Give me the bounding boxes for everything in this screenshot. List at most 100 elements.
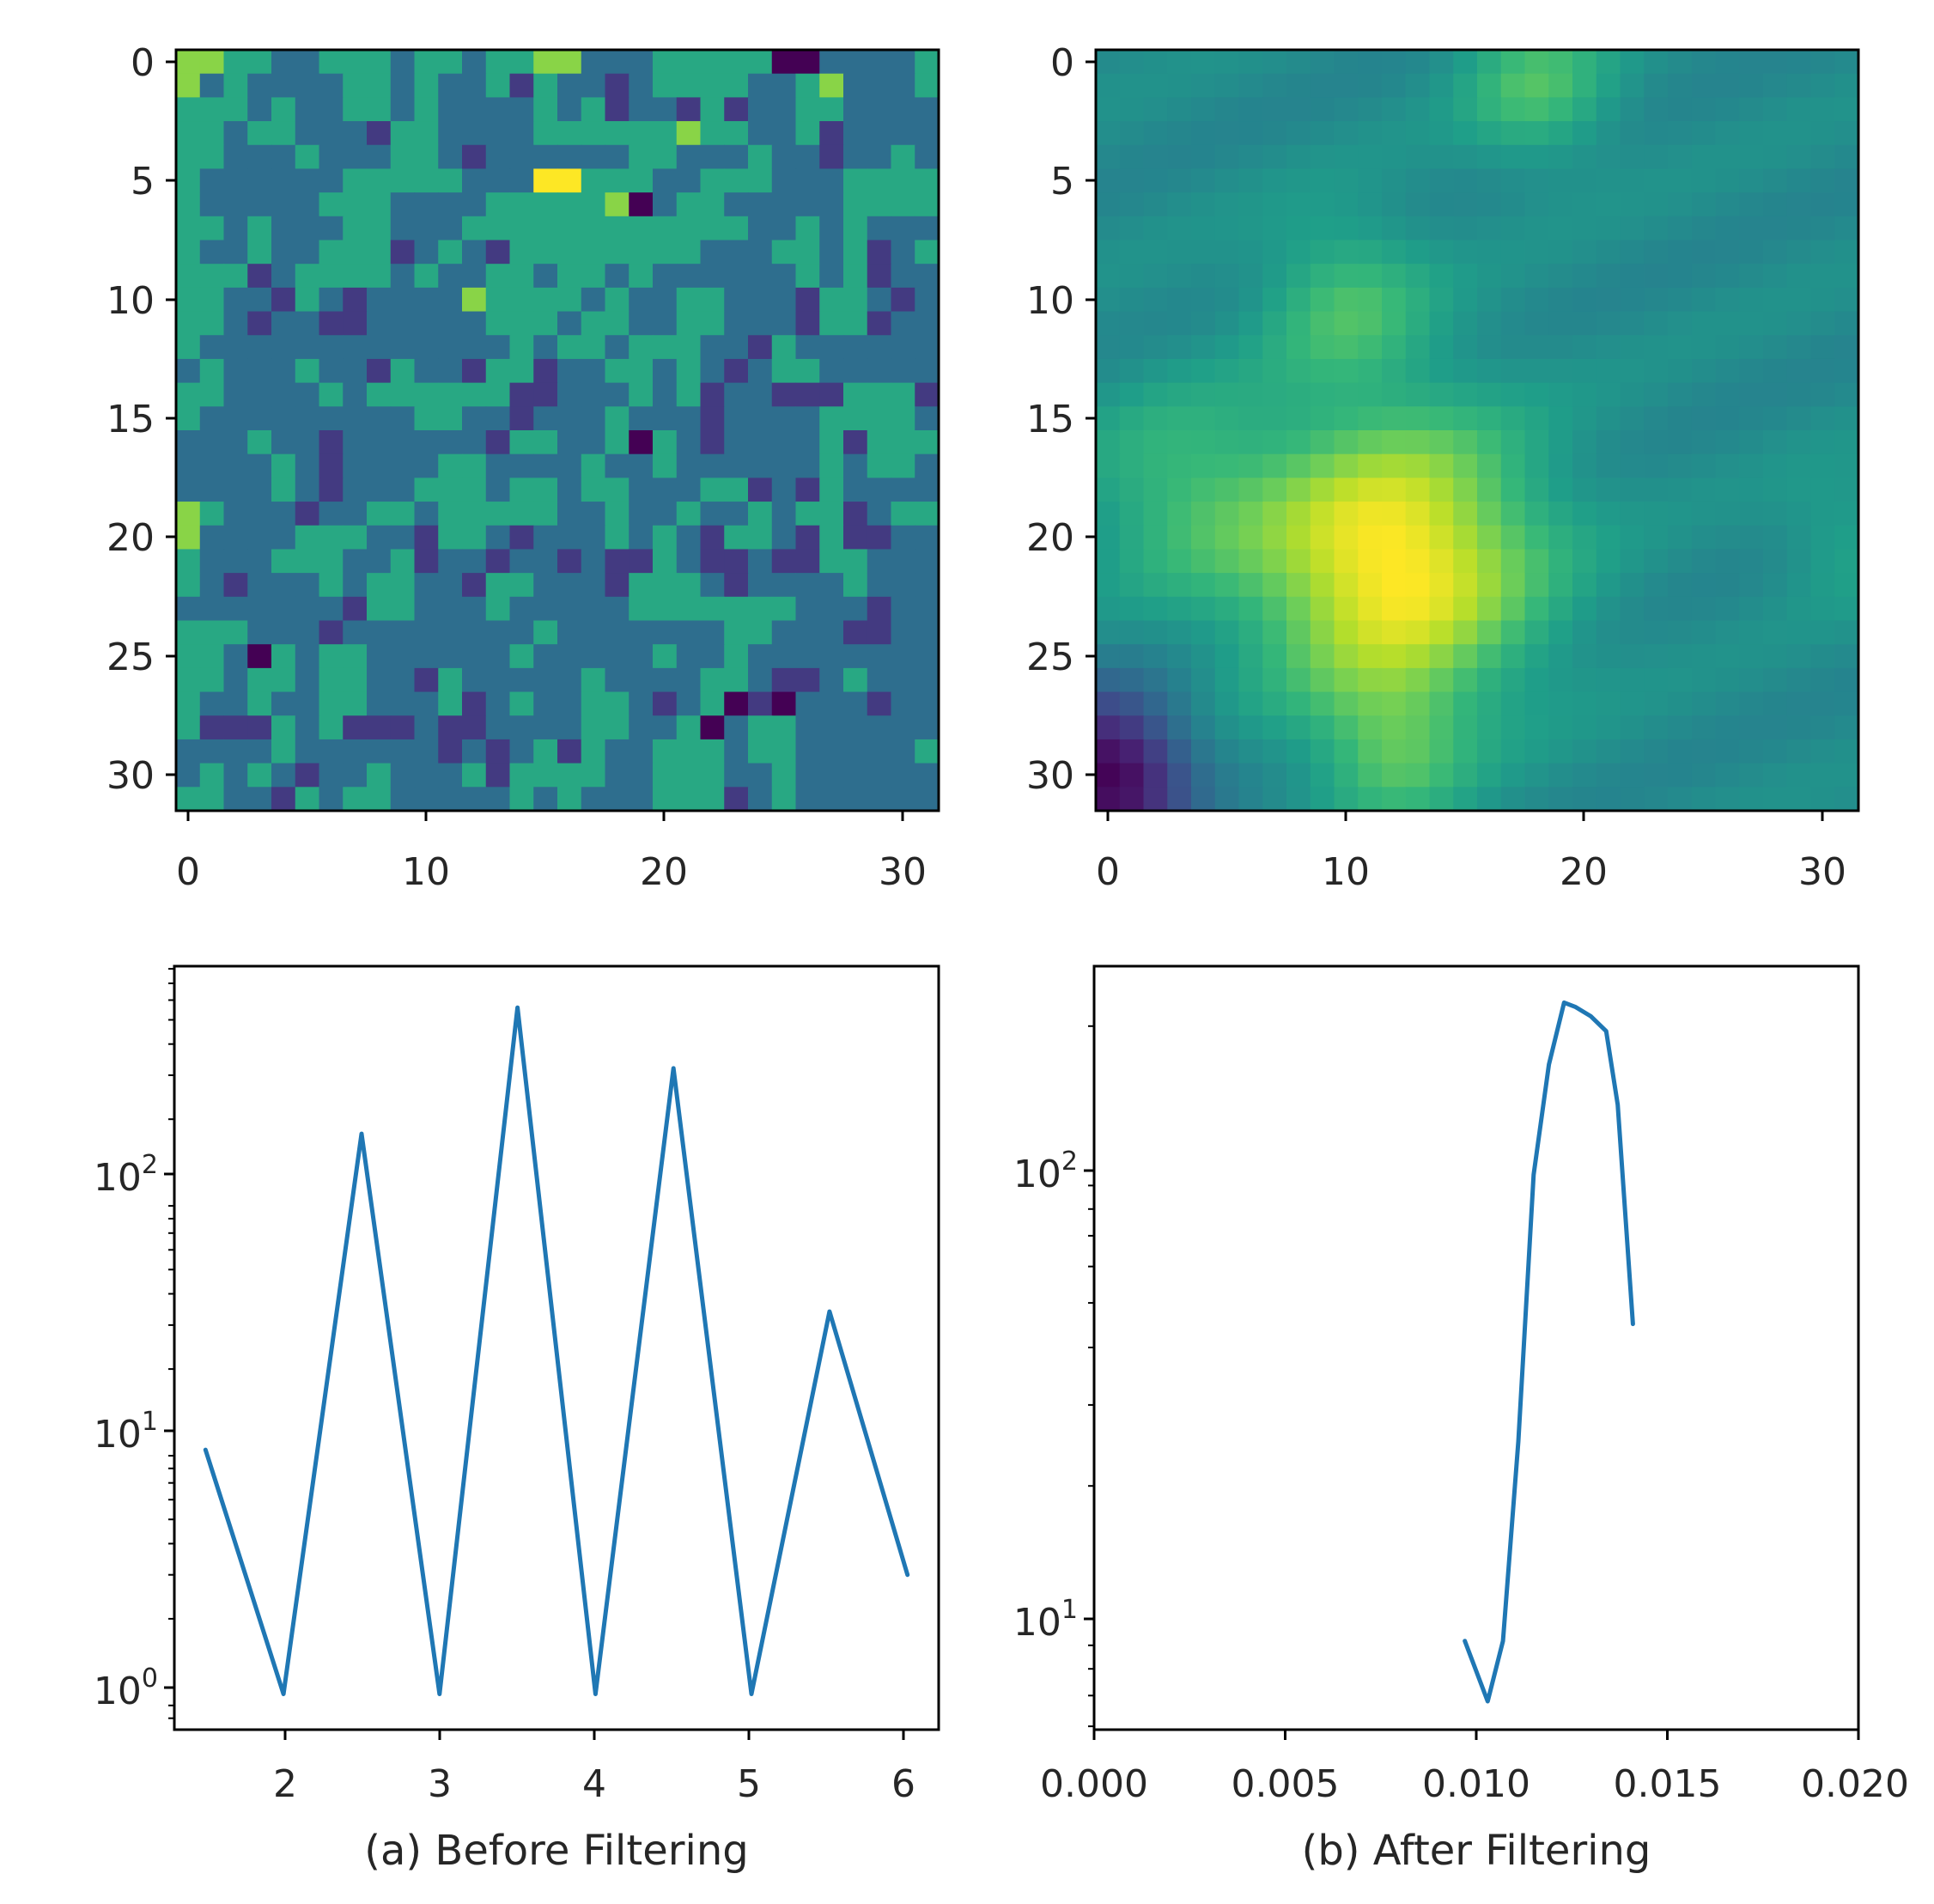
heatmap-cell — [1477, 620, 1502, 645]
line-plot-before-y-axis: 100 101 102 — [94, 968, 174, 1719]
heatmap-cell — [1405, 667, 1431, 693]
heatmap-cell — [1286, 787, 1311, 812]
heatmap-cell — [843, 691, 868, 716]
heatmap-cell — [319, 478, 344, 502]
heatmap-cell — [1358, 144, 1383, 170]
heatmap-cell — [1238, 121, 1263, 146]
heatmap-cell — [247, 192, 272, 217]
heatmap-cell — [1668, 763, 1693, 788]
y-tick-label: 101 — [1013, 1595, 1078, 1645]
heatmap-cell — [1596, 715, 1621, 740]
y-tick-label: 20 — [106, 516, 155, 560]
heatmap-cell — [629, 620, 654, 645]
heatmap-cell — [1834, 240, 1859, 265]
heatmap-cell — [1334, 382, 1359, 407]
heatmap-cell — [557, 73, 582, 98]
heatmap-cell — [533, 453, 558, 478]
heatmap-cell — [771, 430, 797, 455]
heatmap-cell — [176, 787, 201, 812]
heatmap-cell — [915, 478, 940, 502]
heatmap-cell — [1715, 763, 1740, 788]
heatmap-cell — [724, 73, 749, 98]
heatmap-cell — [1572, 549, 1597, 574]
heatmap-cell — [843, 240, 868, 265]
heatmap-cell — [1644, 144, 1669, 170]
heatmap-cell — [771, 240, 797, 265]
heatmap-cell — [1429, 97, 1454, 122]
heatmap-cell — [1524, 478, 1549, 502]
heatmap-cell — [1262, 97, 1287, 122]
heatmap-cell — [1214, 382, 1240, 407]
heatmap-cell — [748, 335, 773, 360]
heatmap-cell — [390, 335, 416, 360]
heatmap-cell — [319, 264, 344, 289]
heatmap-cell — [581, 667, 606, 693]
heatmap-cell — [533, 264, 558, 289]
heatmap-cell — [1691, 97, 1717, 122]
heatmap-cell — [509, 596, 534, 622]
heatmap-cell — [676, 335, 702, 360]
heatmap-cell — [1500, 287, 1526, 313]
heatmap-cell — [1334, 763, 1359, 788]
heatmap-cell — [1834, 596, 1859, 622]
heatmap-cell — [1167, 644, 1192, 669]
heatmap-cell — [533, 97, 558, 122]
heatmap-cell — [867, 620, 892, 645]
heatmap-cell — [891, 406, 915, 431]
heatmap-cell — [581, 73, 606, 98]
heatmap-cell — [1405, 121, 1431, 146]
heatmap-cell — [1668, 715, 1693, 740]
heatmap-cell — [1644, 97, 1669, 122]
heatmap-cell — [414, 192, 439, 217]
heatmap-cell — [223, 502, 248, 526]
heatmap-cell — [1143, 144, 1168, 170]
heatmap-cell — [1477, 691, 1502, 716]
heatmap-cell — [1786, 430, 1812, 455]
heatmap-cell — [1405, 97, 1431, 122]
heatmap-cell — [843, 311, 868, 336]
heatmap-cell — [891, 73, 915, 98]
heatmap-cell — [653, 311, 678, 336]
heatmap-cell — [1763, 573, 1788, 598]
heatmap-cell — [319, 73, 344, 98]
heatmap-cell — [1500, 478, 1526, 502]
heatmap-cell — [438, 715, 463, 740]
heatmap-cell — [843, 620, 868, 645]
heatmap-cell — [557, 216, 582, 241]
heatmap-cell — [176, 216, 201, 241]
heatmap-cell — [1119, 287, 1145, 313]
heatmap-cell — [1286, 525, 1311, 551]
heatmap-cell — [1096, 264, 1121, 289]
heatmap-cell — [1810, 715, 1835, 740]
heatmap-cell — [1715, 216, 1740, 241]
heatmap-cell — [1644, 287, 1669, 313]
heatmap-cell — [223, 335, 248, 360]
heatmap-cell — [1500, 335, 1526, 360]
heatmap-cell — [1286, 287, 1311, 313]
heatmap-cell — [462, 97, 487, 122]
heatmap-cell — [271, 573, 296, 598]
heatmap-cell — [343, 502, 368, 526]
heatmap-cell — [176, 502, 201, 526]
heatmap-cell — [1096, 739, 1121, 764]
heatmap-cell — [1238, 620, 1263, 645]
heatmap-cell — [295, 311, 320, 336]
heatmap-cell — [748, 715, 773, 740]
heatmap-cell — [1143, 667, 1168, 693]
heatmap-cell — [1143, 50, 1168, 75]
heatmap-cell — [867, 144, 892, 170]
heatmap-cell — [438, 667, 463, 693]
heatmap-cell — [653, 787, 678, 812]
heatmap-cell — [1691, 192, 1717, 217]
heatmap-cell — [247, 549, 272, 574]
heatmap-cell — [1096, 715, 1121, 740]
heatmap-cell — [485, 620, 511, 645]
y-tick-label: 0 — [1050, 41, 1074, 85]
heatmap-cell — [1429, 240, 1454, 265]
heatmap-cell — [343, 144, 368, 170]
heatmap-cell — [509, 382, 534, 407]
heatmap-cell — [1405, 430, 1431, 455]
heatmap-cell — [1691, 573, 1717, 598]
heatmap-cell — [319, 430, 344, 455]
heatmap-cell — [1119, 216, 1145, 241]
